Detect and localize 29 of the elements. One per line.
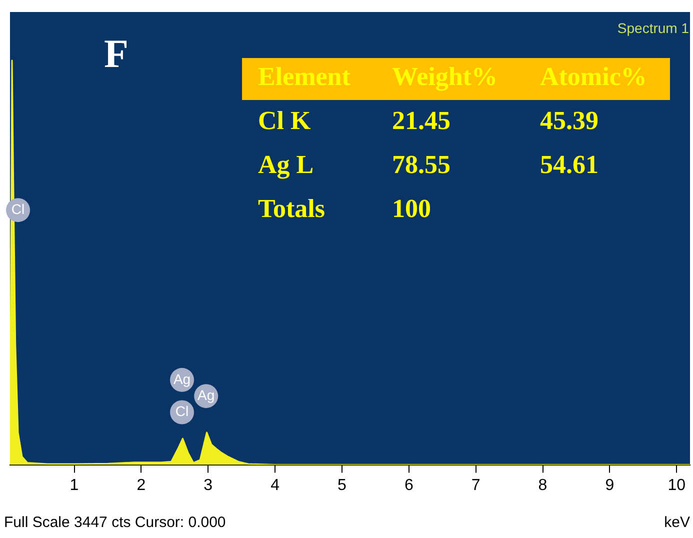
chart-title: F: [104, 30, 128, 77]
x-tick-label: 7: [471, 476, 480, 494]
annotation: Cl: [175, 403, 189, 420]
x-tick-label: 3: [204, 476, 213, 494]
x-axis-title: keV: [664, 514, 690, 531]
annotation: 21.45: [392, 106, 450, 136]
x-tick-label: 6: [404, 476, 414, 494]
x-tick-label: 10: [668, 476, 686, 494]
x-tick-label: 2: [136, 476, 146, 494]
annotation: Cl K: [258, 106, 311, 136]
text: Spectrum 1: [617, 20, 689, 36]
annotation: Ag: [173, 370, 191, 387]
x-tick-label: 5: [338, 476, 347, 494]
annotation: 78.55: [392, 150, 450, 180]
x-tick-label: 9: [605, 476, 614, 494]
text: Full Scale 3447 cts Cursor: 0.000: [4, 514, 226, 531]
x-tick-label: 8: [538, 476, 548, 494]
annotation: 45.39: [540, 106, 598, 136]
x-tick-label: 4: [270, 476, 280, 494]
x-tick-label: 1: [70, 476, 79, 494]
annotation: Element: [258, 62, 350, 92]
annotation: Totals: [258, 194, 325, 224]
annotation: Atomic%: [540, 62, 647, 92]
annotation: 54.61: [540, 150, 598, 180]
annotation: Ag: [198, 386, 215, 403]
annotation: Weight%: [392, 62, 498, 92]
annotation: Cl: [11, 200, 25, 217]
annotation: 100: [392, 194, 431, 224]
annotation: Ag L: [258, 150, 314, 180]
